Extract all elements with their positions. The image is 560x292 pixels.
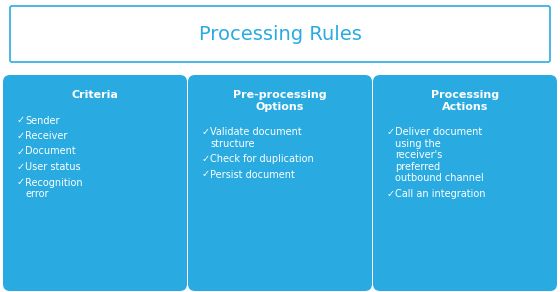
Text: Sender: Sender: [25, 116, 59, 126]
Text: Call an integration: Call an integration: [395, 189, 486, 199]
Text: Persist document: Persist document: [210, 169, 295, 180]
Text: ✓: ✓: [202, 154, 210, 164]
Text: ✓: ✓: [17, 162, 25, 172]
Text: Receiver: Receiver: [25, 131, 67, 141]
Text: Check for duplication: Check for duplication: [210, 154, 314, 164]
FancyBboxPatch shape: [373, 75, 557, 291]
Text: ✓: ✓: [387, 189, 395, 199]
FancyBboxPatch shape: [188, 75, 372, 291]
Text: Criteria: Criteria: [72, 90, 118, 100]
Text: ✓: ✓: [202, 127, 210, 137]
FancyBboxPatch shape: [10, 6, 550, 62]
Text: User status: User status: [25, 162, 81, 172]
Text: Validate document
structure: Validate document structure: [210, 127, 302, 149]
Text: Processing
Actions: Processing Actions: [431, 90, 499, 112]
Text: ✓: ✓: [17, 116, 25, 126]
Text: Processing Rules: Processing Rules: [199, 25, 361, 44]
Text: Document: Document: [25, 147, 76, 157]
Text: Deliver document
using the
receiver's
preferred
outbound channel: Deliver document using the receiver's pr…: [395, 127, 484, 183]
Text: ✓: ✓: [17, 178, 25, 187]
Text: Recognition
error: Recognition error: [25, 178, 83, 199]
Text: Pre-processing
Options: Pre-processing Options: [233, 90, 327, 112]
Text: ✓: ✓: [17, 131, 25, 141]
Text: ✓: ✓: [17, 147, 25, 157]
FancyBboxPatch shape: [3, 75, 187, 291]
Text: ✓: ✓: [202, 169, 210, 180]
Text: ✓: ✓: [387, 127, 395, 137]
